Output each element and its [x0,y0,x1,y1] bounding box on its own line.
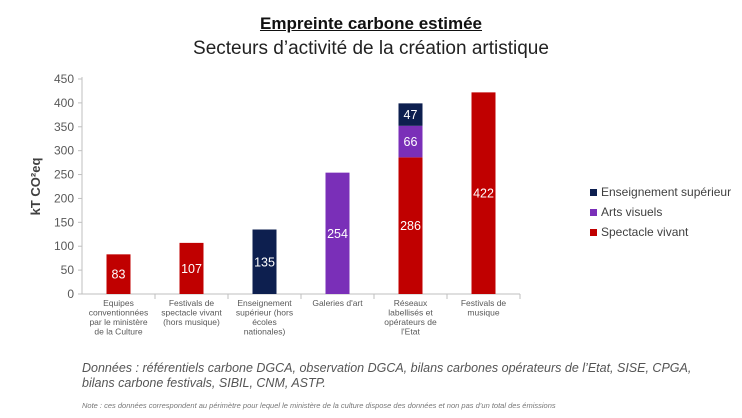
bar-segment [179,242,204,294]
y-tick-label: 50 [61,263,75,277]
x-category-label-line: spectacle vivant [161,308,222,318]
x-category-label-line: conventionnées [89,308,149,318]
data-label: 135 [254,255,275,269]
data-label: 107 [181,262,202,276]
x-category-label-line: (hors musique) [163,317,220,327]
x-category-label-line: Galeries d'art [312,298,363,308]
x-category-label-line: écoles [252,317,277,327]
x-category-label-line: Festivals de [169,298,215,308]
y-tick-label: 350 [54,120,74,134]
x-category-label-line: Réseaux [394,298,428,308]
bar-segment [252,229,277,294]
x-category-label-line: Festivals de [461,298,507,308]
data-label: 66 [404,135,418,149]
legend-swatch [590,229,597,236]
chart-subtitle: Secteurs d’activité de la création artis… [193,38,549,59]
chart-title: Empreinte carbone estimée [259,14,483,33]
y-tick-label: 200 [54,191,74,205]
y-tick-label: 150 [54,215,74,229]
x-category-label: Festivals de musique [461,298,507,318]
data-source: Données : référentiels carbone DGCA, obs… [82,361,692,390]
x-category-label-line: Enseignement [237,298,292,308]
y-tick-label: 300 [54,144,74,158]
data-label: 422 [473,187,494,201]
x-category-label-line: labellisés et [388,308,433,318]
y-tick-label: 100 [54,239,74,253]
bar-segment [471,92,496,294]
data-label: 286 [400,219,421,233]
x-category-label-line: de la Culture [94,327,142,337]
x-category-label-line: l'Etat [401,327,420,337]
footnote: Note : ces données correspondent au péri… [82,401,556,410]
legend-swatch [590,209,597,216]
x-category-label: Festivals de spectacle vivant (hors musiqu… [161,298,222,327]
legend-swatch [590,189,597,196]
x-category-label-line: nationales) [244,327,286,337]
y-tick-label: 250 [54,168,74,182]
legend-label: Spectacle vivant [601,225,689,239]
x-category-label: Equipes conventionnées par le ministère de … [89,298,149,337]
bar-segment [325,172,350,294]
data-label: 254 [327,227,348,241]
bar-segment [398,103,423,126]
x-category-label-line: musique [467,308,499,318]
y-axis-label: kT CO²eq [28,158,43,216]
y-tick-label: 0 [67,287,74,301]
bar-segment [398,125,423,158]
x-category-label: Réseaux labellisés et opérateurs de l'Etat [384,298,437,337]
x-category-label-line: opérateurs de [384,317,437,327]
legend-label: Enseignement supérieur [601,185,731,199]
bar-chart: 0 50 100 150 200 250 300 350 400 450 kT CO²eq 83 Equ… [28,72,731,337]
x-category-label-line: supérieur (hors [236,308,293,318]
y-tick-label: 400 [54,96,74,110]
x-category-label: Enseignement supérieur (hors écoles nationa… [236,298,293,337]
legend-label: Arts visuels [601,205,662,219]
x-category-label-line: par le ministère [89,317,147,327]
x-category-label: Galeries d'art [312,298,363,308]
data-label: 83 [112,268,126,282]
y-tick-label: 450 [54,72,74,86]
bar-segment [106,254,131,294]
data-label: 47 [404,108,418,122]
x-category-label-line: Equipes [103,298,134,308]
bar-segment [398,157,423,294]
